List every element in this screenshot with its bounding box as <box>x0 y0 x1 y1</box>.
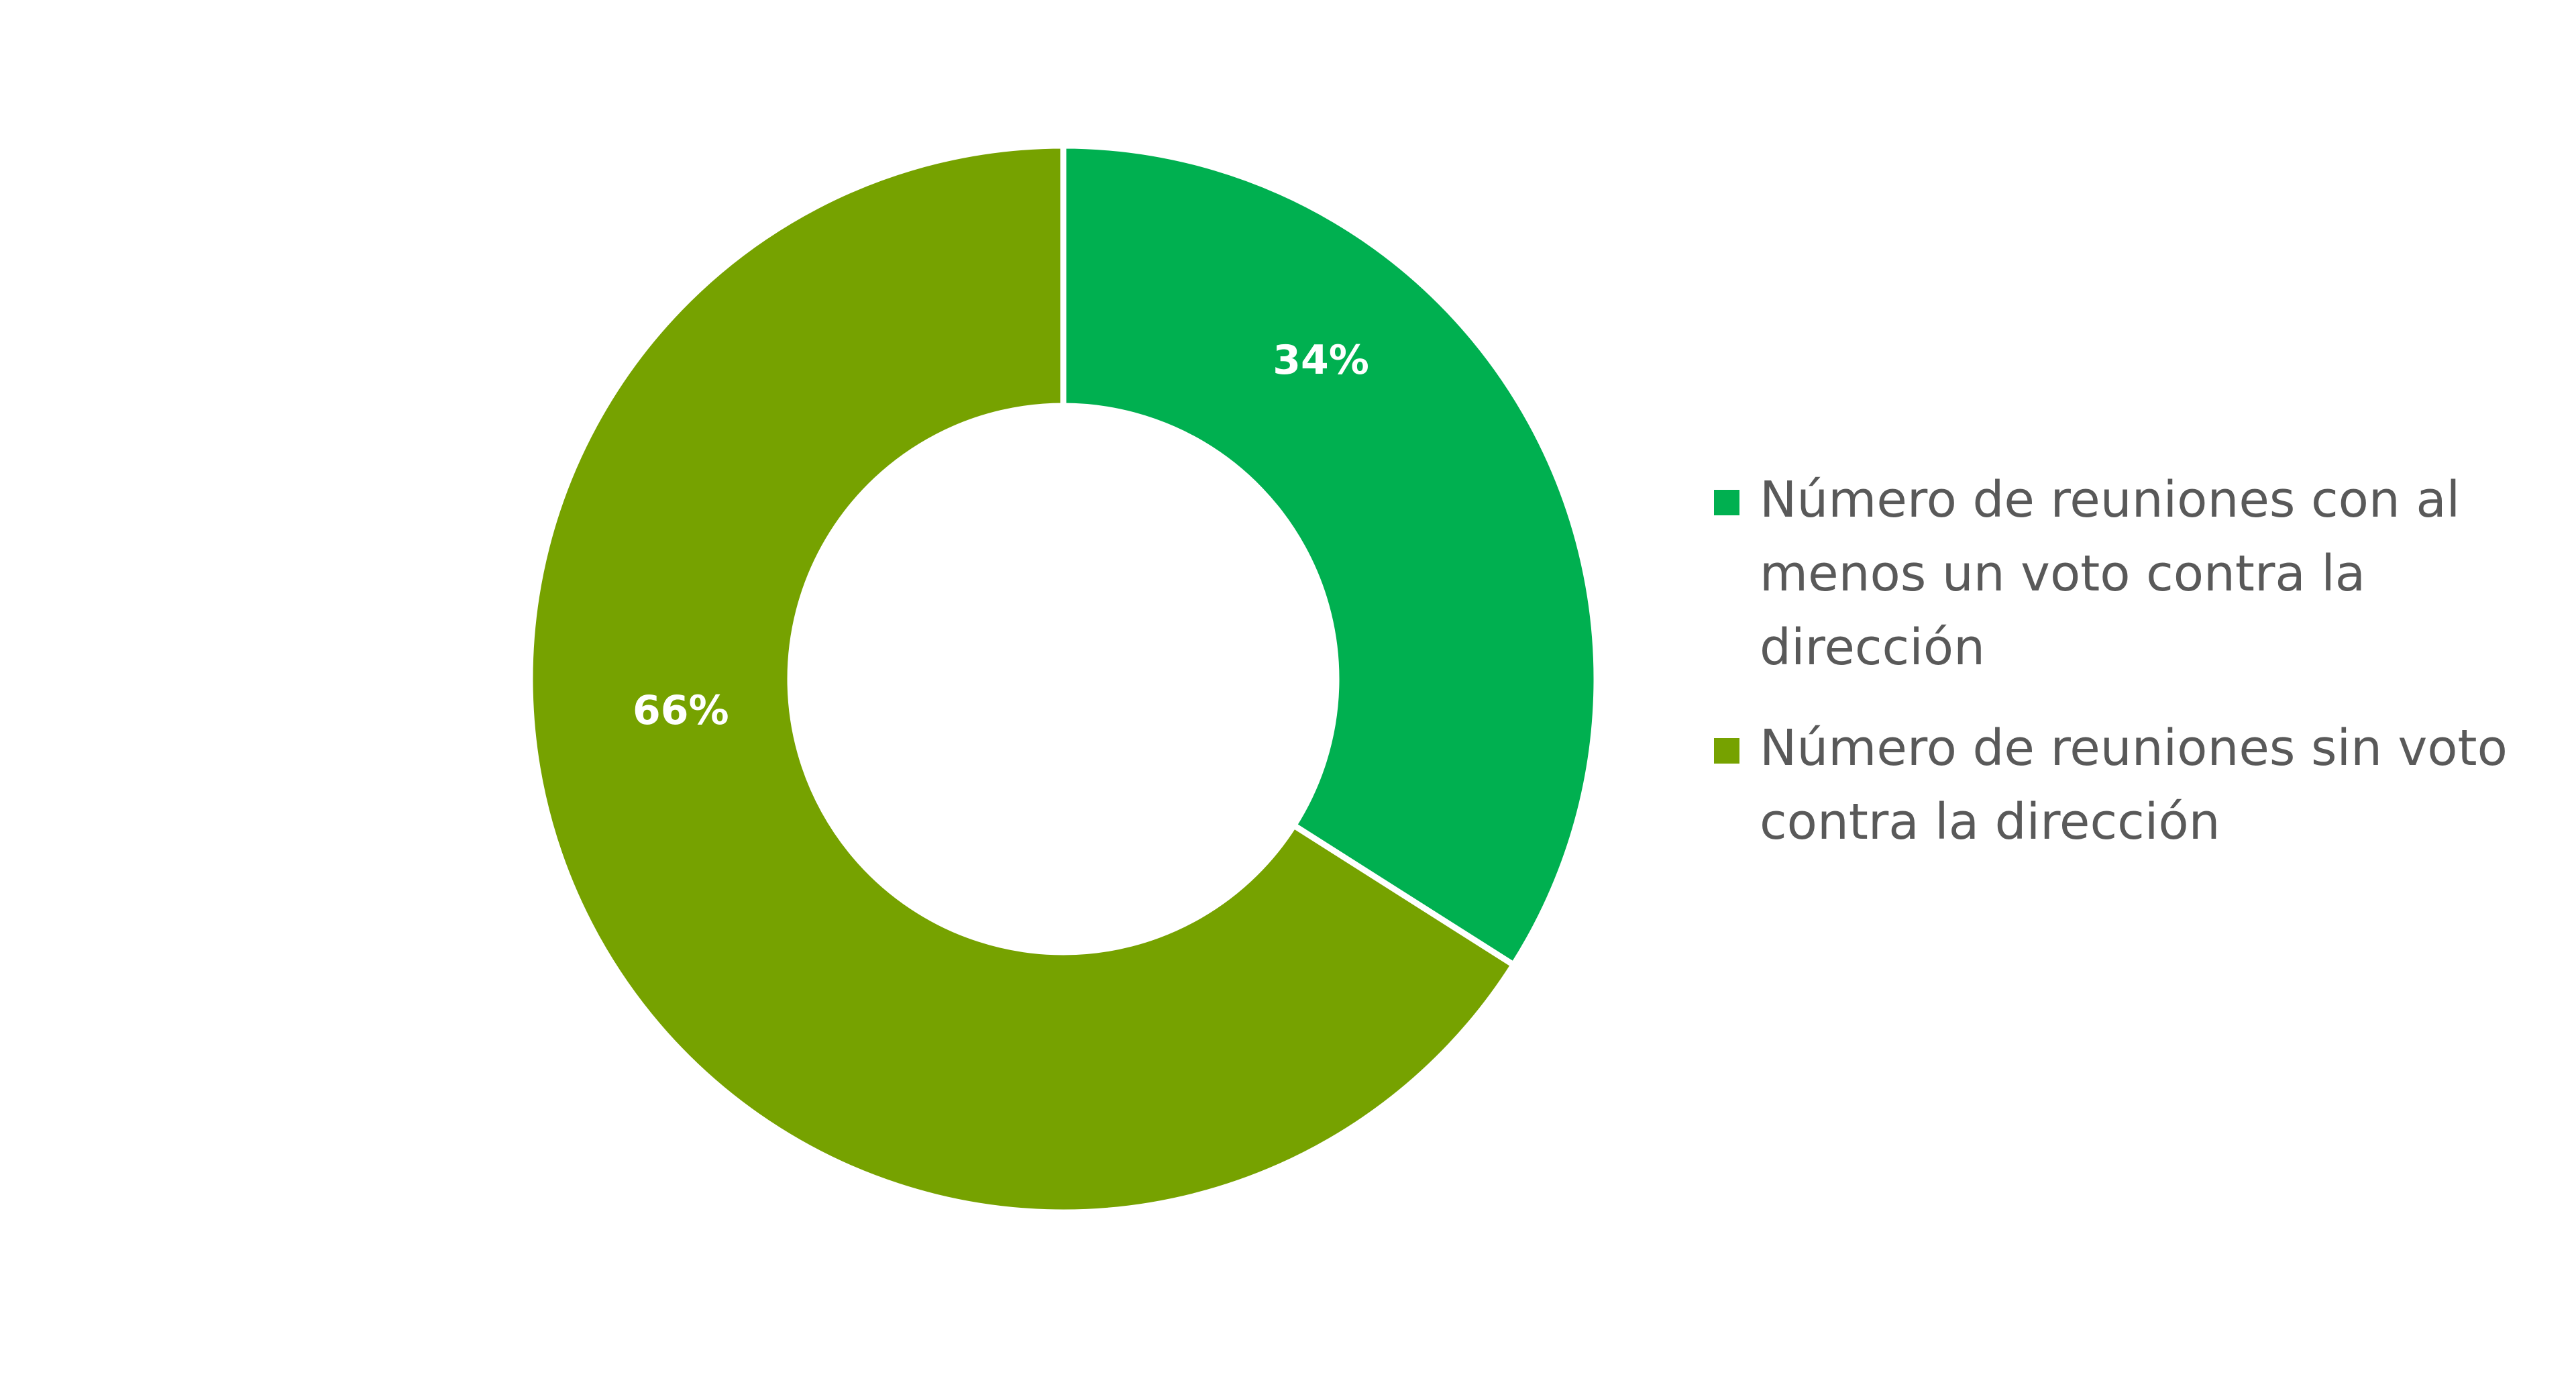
legend-item-with-vote-against: Número de reuniones con al menos un voto… <box>1714 463 2553 684</box>
legend-item-without-vote-against: Número de reuniones sin voto contra la d… <box>1714 711 2553 859</box>
data-label-with-vote-against: 34% <box>1273 337 1369 384</box>
legend-label-without-vote-against: Número de reuniones sin voto contra la d… <box>1760 719 2508 851</box>
data-label-without-vote-against: 66% <box>633 687 729 734</box>
legend-swatch-with-vote-against <box>1714 490 1739 515</box>
legend: Número de reuniones con al menos un voto… <box>1714 463 2553 886</box>
donut-slice-with-vote-against <box>1060 142 1600 970</box>
donut-slices <box>527 142 1600 1216</box>
legend-label-with-vote-against: Número de reuniones con al menos un voto… <box>1760 471 2461 676</box>
donut-data-labels: 34% 66% <box>633 337 1369 734</box>
legend-swatch-without-vote-against <box>1714 738 1739 764</box>
donut-slice-without-vote-against <box>527 142 1518 1216</box>
